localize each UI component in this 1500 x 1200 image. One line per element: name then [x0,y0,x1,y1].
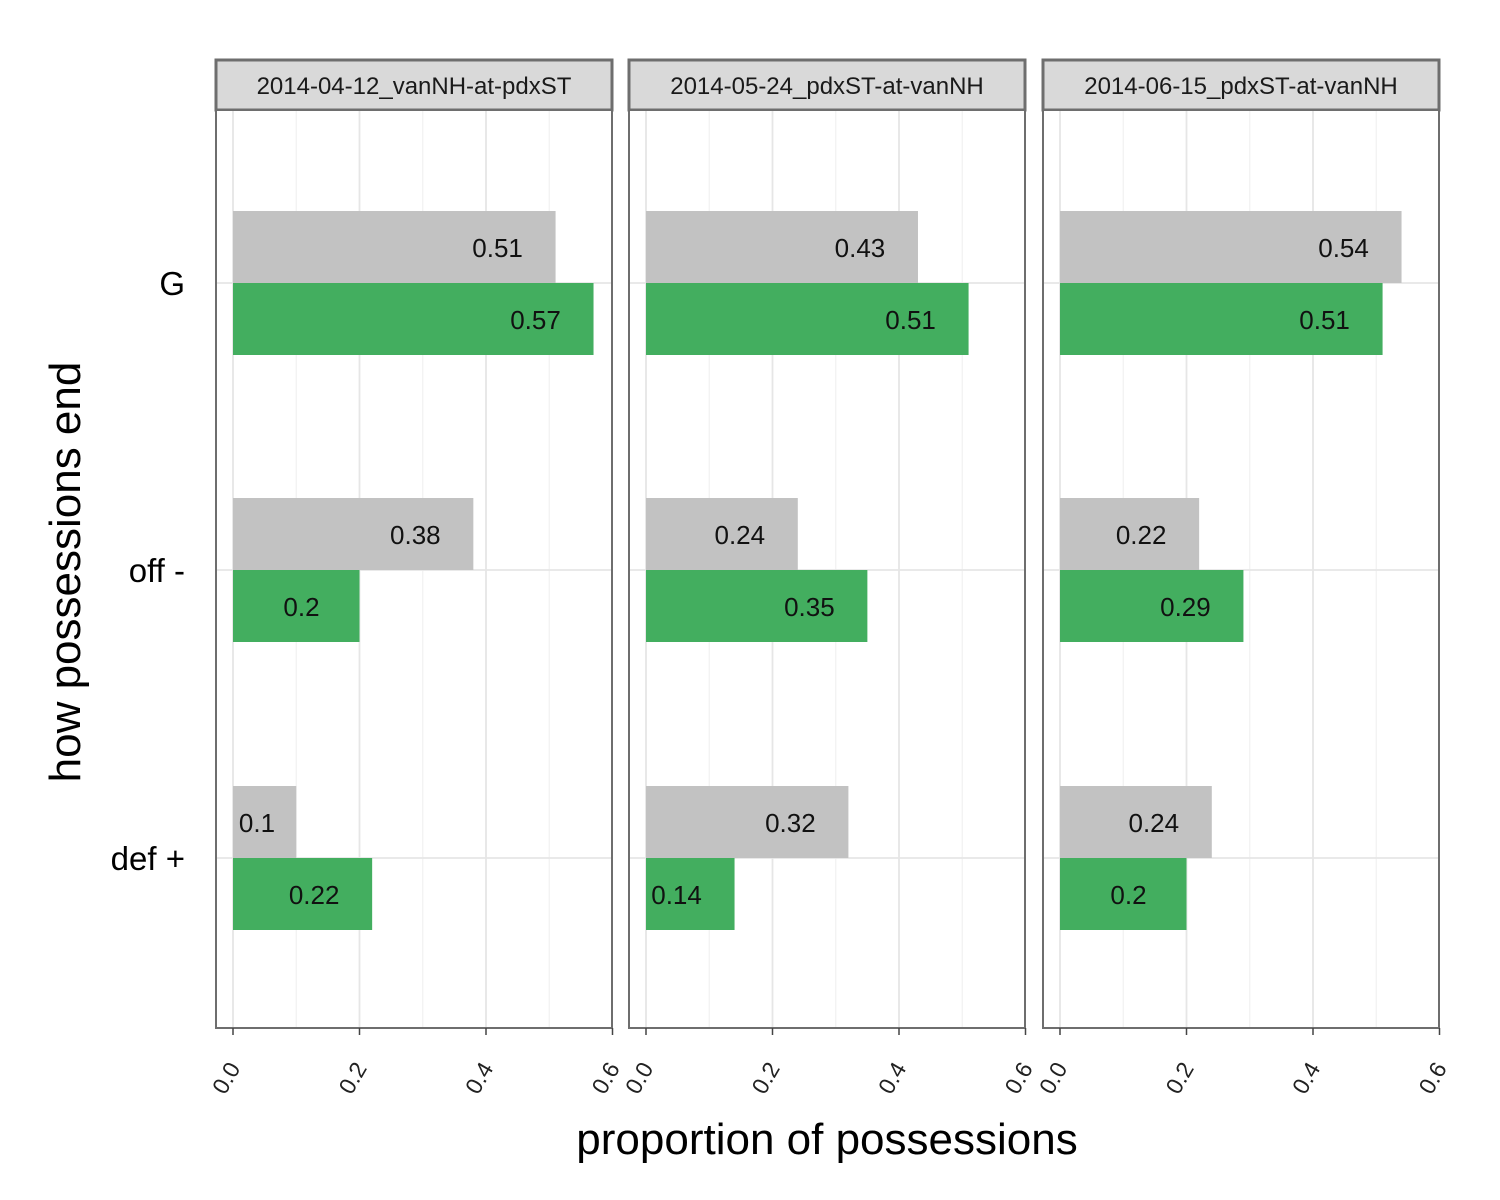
facet-strip [214,58,614,112]
bar [1060,570,1244,642]
x-tick-label: 0.4 [873,1057,912,1098]
bar [233,858,373,930]
bar [1060,283,1383,355]
bar-value-label: 0.35 [784,592,835,622]
bar [1060,498,1200,570]
facet-strip [627,58,1027,112]
bar [646,211,918,283]
x-axis-title: proportion of possessions [576,1115,1077,1164]
x-tick-label: 0.6 [999,1058,1038,1099]
facet-panel: 2014-04-12_vanNH-at-pdxST 0.51 0.38 0.1 0.57… [207,58,625,1099]
bar [1060,211,1402,283]
bar-value-label: 0.2 [1110,880,1146,910]
bar [646,786,849,858]
panel-border [628,109,1026,1029]
bar [646,498,798,570]
bar-value-label: 0.57 [510,305,561,335]
bar-value-label: 0.14 [651,880,702,910]
facet-title: 2014-05-24_pdxST-at-vanNH [670,73,984,100]
bar-value-label: 0.2 [283,592,319,622]
panel-border [215,109,613,1029]
x-tick-label: 0.2 [333,1058,372,1099]
bar-value-label: 0.54 [1318,233,1369,263]
bar-value-label: 0.51 [885,305,936,335]
bar [233,498,474,570]
bar-value-label: 0.29 [1160,592,1211,622]
bar [646,283,969,355]
bar [1060,858,1187,930]
bar [233,570,360,642]
bar-value-label: 0.1 [239,808,275,838]
x-tick-label: 0.2 [746,1058,785,1099]
x-tick-label: 0.6 [1413,1058,1452,1099]
bar [233,211,556,283]
bar-value-label: 0.38 [390,520,441,550]
x-tick-label: 0.0 [1034,1058,1073,1099]
x-tick-label: 0.0 [207,1058,246,1099]
y-tick-label: off - [129,552,185,589]
facet-title: 2014-06-15_pdxST-at-vanNH [1084,73,1398,100]
x-tick-label: 0.4 [460,1057,499,1098]
bar [646,858,735,930]
x-tick-label: 0.4 [1287,1057,1326,1098]
facet-panel: 2014-06-15_pdxST-at-vanNH 0.54 0.22 0.24 0.5… [1034,58,1452,1099]
facet-strip [1041,58,1441,112]
bar [1060,786,1212,858]
x-tick-label: 0.2 [1160,1058,1199,1099]
bar-value-label: 0.24 [1128,808,1179,838]
bar [646,570,868,642]
x-tick-label: 0.6 [586,1058,625,1099]
facet-title: 2014-04-12_vanNH-at-pdxST [257,73,572,100]
x-tick-label: 0.0 [620,1058,659,1099]
y-axis-title: how possessions end [41,362,90,783]
bar-value-label: 0.22 [289,880,340,910]
panel-border [1042,109,1440,1029]
y-tick-label: G [159,265,185,302]
bar [233,283,594,355]
bar-value-label: 0.51 [1299,305,1350,335]
facet-panel: 2014-05-24_pdxST-at-vanNH 0.43 0.24 0.32 0.5… [620,58,1038,1099]
bar [233,786,297,858]
y-tick-label: def + [111,840,185,877]
bar-value-label: 0.43 [835,233,886,263]
bar-value-label: 0.32 [765,808,816,838]
bar-value-label: 0.22 [1116,520,1167,550]
bar-value-label: 0.24 [714,520,765,550]
bar-value-label: 0.51 [472,233,523,263]
